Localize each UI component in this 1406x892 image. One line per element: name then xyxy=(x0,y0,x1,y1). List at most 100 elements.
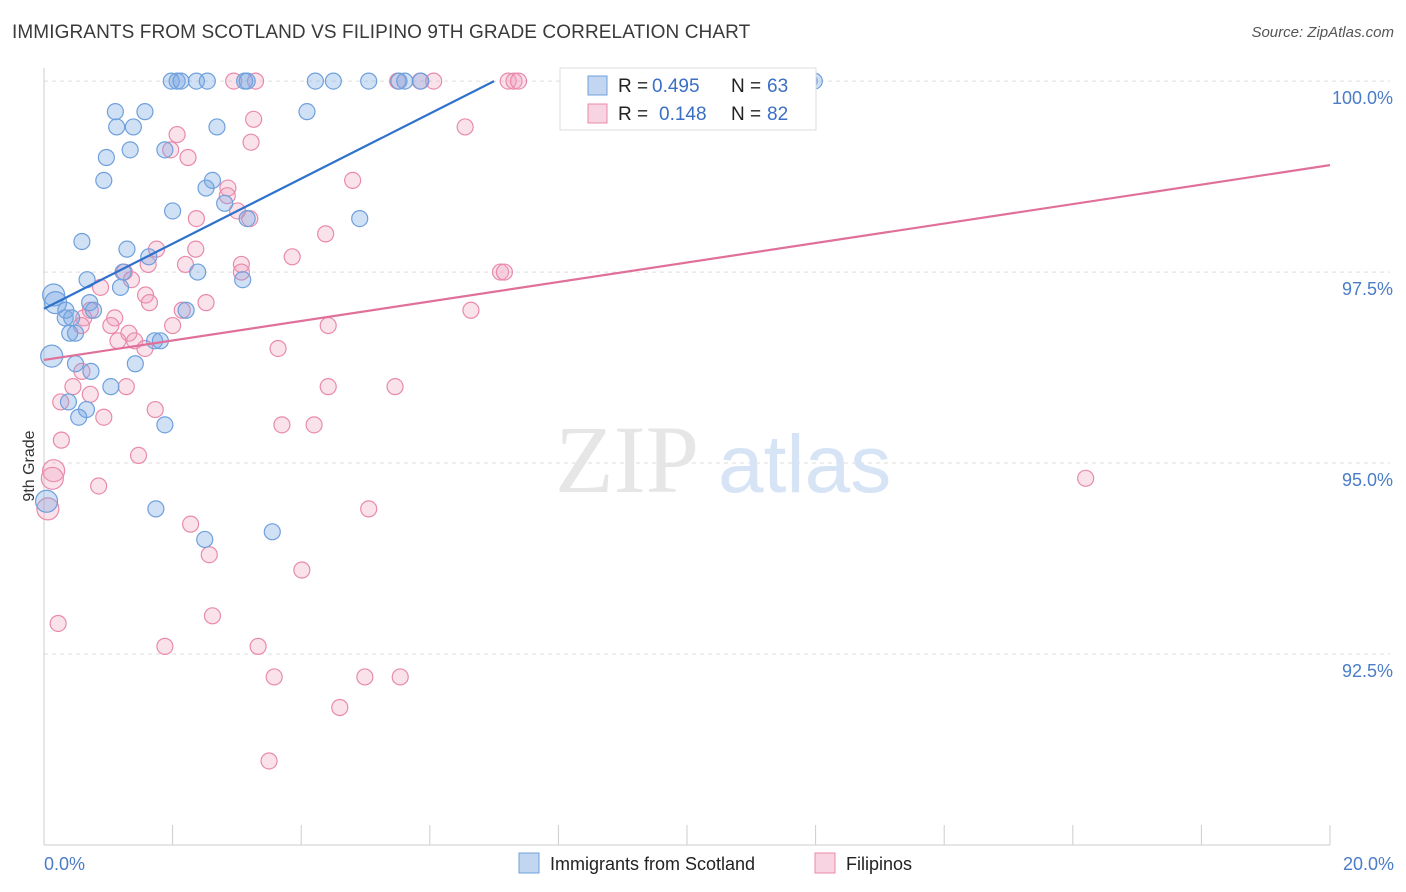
data-point xyxy=(196,530,214,549)
data-point xyxy=(162,72,180,90)
data-point xyxy=(200,546,218,564)
data-point xyxy=(34,489,59,513)
data-point xyxy=(140,294,159,312)
data-point xyxy=(81,385,99,403)
data-point xyxy=(156,416,174,434)
watermark: ZIP atlas xyxy=(555,406,891,513)
data-point xyxy=(102,378,120,396)
data-point xyxy=(118,240,136,258)
data-point xyxy=(109,332,127,350)
data-point xyxy=(344,171,362,190)
y-tick-label: 100.0% xyxy=(1332,88,1393,108)
data-point xyxy=(95,171,113,190)
data-point xyxy=(412,72,430,90)
data-point xyxy=(491,263,510,281)
data-point xyxy=(168,72,186,90)
series-legend-swatch-scotland xyxy=(518,852,540,874)
legend-r-value-2: 0.148 xyxy=(659,104,707,125)
data-point xyxy=(293,561,311,579)
data-point xyxy=(505,72,523,90)
data-point xyxy=(168,125,186,144)
data-point xyxy=(495,263,513,281)
data-point xyxy=(263,523,281,541)
legend-swatch-filipinos xyxy=(587,103,608,124)
y-tick-label: 95.0% xyxy=(1342,470,1393,490)
data-point xyxy=(156,637,174,655)
data-point xyxy=(162,141,180,159)
data-point xyxy=(356,668,374,686)
legend-n-label-2: N = xyxy=(731,104,761,125)
data-point xyxy=(1077,469,1095,487)
data-point xyxy=(172,72,190,90)
data-point xyxy=(249,637,267,655)
data-point xyxy=(509,72,528,90)
gridlines xyxy=(44,80,1390,655)
x-tick-labels: 0.0% 20.0% xyxy=(44,854,1394,874)
data-point xyxy=(49,614,67,633)
data-point xyxy=(306,72,324,90)
data-point xyxy=(269,339,287,358)
y-tick-label: 92.5% xyxy=(1342,661,1393,681)
data-point xyxy=(319,378,337,396)
series-legend-label-scotland: Immigrants from Scotland xyxy=(550,854,755,874)
source-label: Source: ZipAtlas.com xyxy=(1251,24,1394,41)
data-point xyxy=(273,416,291,434)
trend-line xyxy=(43,164,1331,362)
data-point xyxy=(66,324,85,342)
data-point xyxy=(360,72,378,90)
data-point xyxy=(111,278,130,296)
data-point xyxy=(234,271,252,289)
data-point xyxy=(52,431,70,449)
data-point xyxy=(331,698,349,717)
data-point xyxy=(456,118,474,136)
x-tick-label-min: 0.0% xyxy=(44,854,85,874)
data-point xyxy=(176,255,195,274)
legend-r-value-1: 0.495 xyxy=(652,76,700,97)
legend-n-value-2: 82 xyxy=(767,104,788,125)
data-point xyxy=(70,408,88,426)
data-point xyxy=(187,210,205,228)
data-point xyxy=(283,248,301,266)
x-tick-label-max: 20.0% xyxy=(1343,854,1394,874)
data-point xyxy=(265,668,283,686)
data-point xyxy=(84,301,103,319)
y-tick-labels: 92.5% 95.0% 97.5% 100.0% xyxy=(1332,88,1393,681)
data-point xyxy=(324,72,342,90)
data-point xyxy=(179,148,197,167)
data-point xyxy=(189,263,207,281)
legend-r-label-1: R = xyxy=(618,76,648,97)
data-point xyxy=(396,72,414,90)
data-point xyxy=(102,316,120,335)
data-point xyxy=(147,500,165,518)
data-point xyxy=(126,355,144,373)
data-point xyxy=(386,378,404,396)
scotland-points xyxy=(34,72,823,549)
series-legend-swatch-filipinos xyxy=(814,852,836,874)
data-point xyxy=(198,72,216,90)
data-point xyxy=(260,752,278,770)
series-legend: Immigrants from Scotland Filipinos xyxy=(518,852,912,874)
data-point xyxy=(164,316,182,335)
data-point xyxy=(317,225,335,243)
y-tick-label: 97.5% xyxy=(1342,279,1393,299)
trend-line xyxy=(43,80,495,310)
data-point xyxy=(146,400,164,419)
data-point xyxy=(177,301,195,319)
data-point xyxy=(124,118,142,136)
data-point xyxy=(63,309,81,327)
stats-legend: R = 0.495 N = 63 R = 0.148 N = 82 xyxy=(559,67,817,131)
data-point xyxy=(197,294,215,312)
data-point xyxy=(305,416,323,434)
data-point xyxy=(66,355,85,373)
data-point xyxy=(319,316,337,335)
data-point xyxy=(173,301,191,319)
data-point xyxy=(164,202,182,220)
watermark-zip: ZIP xyxy=(555,406,699,513)
watermark-atlas: atlas xyxy=(718,419,891,510)
data-point xyxy=(208,118,226,136)
legend-n-label-1: N = xyxy=(731,76,761,97)
data-point xyxy=(61,324,79,342)
data-point xyxy=(40,344,64,368)
data-point xyxy=(117,378,135,396)
